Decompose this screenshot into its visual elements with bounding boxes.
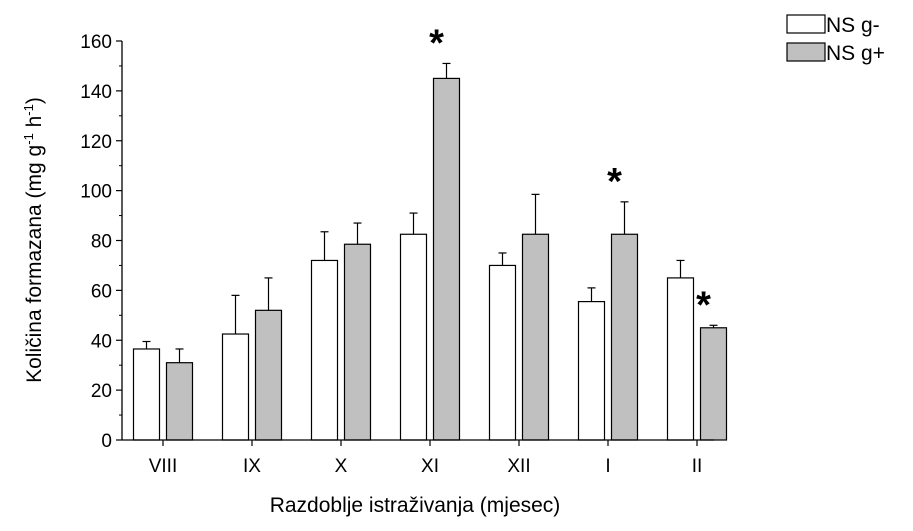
x-tick-label-XII: XII: [507, 456, 530, 477]
bar-VIII-ns-g-minus: [132, 348, 161, 441]
y-tick-labels: 0 20 40 60 80 100 120 140 160: [80, 32, 112, 452]
y-tick-label-60: 60: [91, 281, 112, 302]
y-tick-label-120: 120: [80, 132, 112, 153]
y-axis-title-sup2: -1: [21, 104, 36, 116]
y-tick-label-160: 160: [80, 32, 112, 53]
y-axis-title: Količina formazana (mg g-1 h-1): [21, 97, 46, 383]
bar-XI-ns-g-minus: [399, 233, 428, 441]
y-tick-label-140: 140: [80, 82, 112, 103]
y-axis-title-end: ): [23, 97, 46, 104]
bar-I-ns-g-minus: [577, 300, 606, 441]
bar-XI-ns-g-plus: [432, 77, 461, 441]
y-tick-label-80: 80: [91, 232, 112, 253]
x-tick-label-IX: IX: [243, 456, 261, 477]
y-axis-title-mid: h: [23, 116, 46, 134]
y-axis-title-sup1: -1: [21, 133, 36, 145]
x-tick-label-II: II: [692, 456, 703, 477]
bar-VIII-ns-g-plus: [165, 362, 194, 441]
significance-marks-layer: * * *: [429, 22, 711, 326]
x-tick-label-XI: XI: [421, 456, 439, 477]
legend-label-ns-g-minus: NS g-: [826, 14, 880, 37]
legend-swatch-ns-g-plus: [786, 42, 826, 62]
significance-star-XI: *: [429, 22, 444, 64]
bars-layer: [132, 77, 728, 441]
y-axis-title-main: Količina formazana (mg g: [23, 145, 46, 383]
y-tick-label-40: 40: [91, 331, 112, 352]
bar-II-ns-g-minus: [666, 277, 695, 441]
bar-II-ns-g-plus: [699, 327, 728, 441]
bar-X-ns-g-minus: [310, 259, 339, 441]
x-tick-label-I: I: [605, 456, 610, 477]
x-tick-label-X: X: [335, 456, 348, 477]
legend: NS g- NS g+: [786, 14, 885, 65]
significance-star-II: *: [696, 284, 711, 326]
y-tick-label-0: 0: [101, 431, 112, 452]
x-tick-labels: VIII IX X XI XII I II: [149, 456, 703, 477]
error-bars-layer: [142, 62, 718, 363]
x-axis-title: Razdoblje istraživanja (mjesec): [270, 494, 561, 517]
y-tick-label-100: 100: [80, 182, 112, 203]
bar-X-ns-g-plus: [343, 243, 372, 441]
axes-layer: [116, 40, 714, 446]
bar-I-ns-g-plus: [610, 233, 639, 441]
y-tick-label-20: 20: [91, 381, 112, 402]
bar-XII-ns-g-minus: [488, 264, 517, 441]
bar-IX-ns-g-plus: [254, 309, 283, 441]
x-tick-label-VIII: VIII: [149, 456, 178, 477]
bar-XII-ns-g-plus: [521, 233, 550, 441]
significance-star-I: *: [607, 161, 622, 203]
legend-swatch-ns-g-minus: [786, 14, 826, 34]
bar-IX-ns-g-minus: [221, 333, 250, 441]
legend-label-ns-g-plus: NS g+: [826, 42, 885, 65]
